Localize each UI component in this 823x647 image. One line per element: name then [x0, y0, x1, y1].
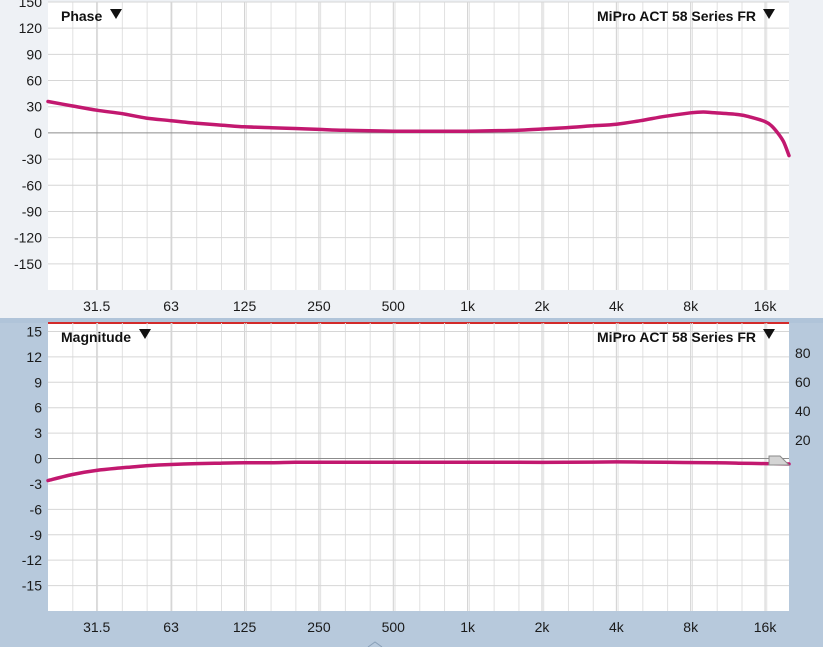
y-tick-label: 0	[34, 125, 42, 141]
phase-y-axis: 150 120 90 60 30 0 -30 -60 -90 -120 -150	[14, 0, 42, 272]
y-tick-label: 15	[26, 323, 42, 339]
y-tick-label: -12	[22, 552, 42, 568]
y-tick-label: -120	[14, 230, 42, 246]
x-tick-label: 500	[382, 298, 406, 314]
y-tick-label: -90	[22, 203, 42, 219]
magnitude-grid	[48, 323, 789, 611]
x-tick-label: 125	[233, 298, 257, 314]
y-tick-label: 0	[34, 451, 42, 467]
x-tick-label: 16k	[754, 619, 778, 635]
x-tick-label: 4k	[609, 298, 625, 314]
x-tick-label: 1k	[460, 619, 476, 635]
magnitude-x-axis: 31.5 63 125 250 500 1k 2k 4k 8k 16k	[83, 619, 777, 635]
right-axis-tick-label: 40	[795, 403, 811, 419]
y-tick-label: -60	[22, 177, 42, 193]
phase-grid	[48, 1, 789, 290]
phase-panel: 150 120 90 60 30 0 -30 -60 -90 -120 -150 31.5 63 125…	[0, 0, 823, 320]
x-tick-label: 31.5	[83, 619, 110, 635]
magnitude-y-axis: 15 12 9 6 3 0 -3 -6 -9 -12 -15	[22, 323, 42, 593]
magnitude-title: Magnitude	[61, 329, 131, 345]
scroll-up-icon[interactable]	[367, 641, 383, 647]
x-tick-label: 250	[307, 619, 331, 635]
y-tick-label: 3	[34, 425, 42, 441]
y-tick-label: 150	[19, 0, 43, 10]
x-tick-label: 500	[382, 619, 406, 635]
x-tick-label: 63	[163, 298, 179, 314]
magnitude-plot-area[interactable]	[48, 323, 789, 611]
y-tick-label: -15	[22, 578, 42, 594]
y-tick-label: 30	[26, 99, 42, 115]
y-tick-label: -9	[30, 527, 43, 543]
phase-legend-label: MiPro ACT 58 Series FR	[597, 8, 756, 24]
y-tick-label: 120	[19, 20, 43, 36]
y-tick-label: -150	[14, 256, 42, 272]
y-tick-label: 90	[26, 46, 42, 62]
y-tick-label: -3	[30, 476, 43, 492]
x-tick-label: 250	[307, 298, 331, 314]
panel-divider[interactable]	[0, 318, 823, 323]
magnitude-title-dropdown-icon[interactable]	[139, 329, 151, 339]
x-tick-label: 63	[163, 619, 179, 635]
x-tick-label: 2k	[535, 619, 551, 635]
x-tick-label: 1k	[460, 298, 476, 314]
right-axis-tick-label: 80	[795, 345, 811, 361]
phase-x-axis: 31.5 63 125 250 500 1k 2k 4k 8k 16k	[83, 298, 777, 314]
magnitude-legend-dropdown-icon[interactable]	[763, 329, 775, 339]
phase-title: Phase	[61, 8, 102, 24]
y-tick-label: -30	[22, 151, 42, 167]
x-tick-label: 8k	[683, 298, 699, 314]
x-tick-label: 8k	[683, 619, 699, 635]
y-tick-label: 6	[34, 400, 42, 416]
x-tick-label: 2k	[535, 298, 551, 314]
level-marker-icon[interactable]	[768, 455, 791, 466]
y-tick-label: 9	[34, 374, 42, 390]
right-axis-tick-label: 60	[795, 374, 811, 390]
y-tick-label: 60	[26, 73, 42, 89]
x-tick-label: 31.5	[83, 298, 110, 314]
x-tick-label: 125	[233, 619, 257, 635]
phase-title-dropdown-icon[interactable]	[110, 9, 122, 19]
series-line	[46, 460, 791, 483]
x-tick-label: 4k	[609, 619, 625, 635]
phase-series-group	[46, 99, 791, 158]
y-tick-label: -6	[30, 501, 43, 517]
magnitude-right-axis: 80 60 40 20	[795, 345, 811, 448]
series-line	[46, 99, 791, 158]
y-tick-label: 12	[26, 349, 42, 365]
magnitude-series-group	[46, 460, 791, 483]
phase-plot-area[interactable]	[48, 2, 789, 290]
magnitude-legend-label: MiPro ACT 58 Series FR	[597, 329, 756, 345]
right-axis-tick-label: 20	[795, 432, 811, 448]
phase-legend-dropdown-icon[interactable]	[763, 9, 775, 19]
x-tick-label: 16k	[754, 298, 778, 314]
